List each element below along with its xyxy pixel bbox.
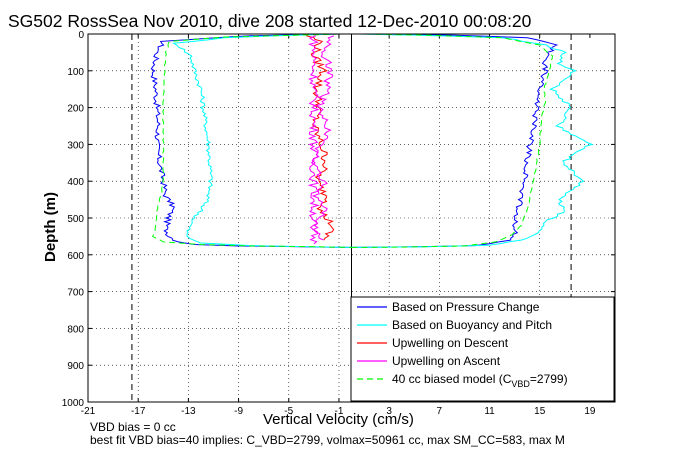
x-tick-label: -1 [334,406,343,417]
y-tick-labels: 0 100 200 300 400 500 600 700 800 900 1000 [62,30,85,409]
y-tick-label: 300 [67,140,84,151]
series-line-upwelling-on-descent-descent [306,35,335,241]
y-axis-label: Depth (m) [42,192,59,262]
legend-label: Based on Pressure Change [392,300,540,314]
x-tick-label: 19 [584,406,596,417]
x-tick-label: -13 [181,406,196,417]
y-tick-label: 100 [67,67,84,78]
x-tick-labels: -21 -17 -13 -9 -5 -1 3 7 11 15 19 [81,406,596,417]
series-line-upwelling-on-ascent-descent [307,33,320,245]
legend-box [350,296,615,402]
x-tick-label: 15 [534,406,546,417]
x-tick-label: 3 [386,406,392,417]
series-line-based-on-pressure-change-ascent [351,33,559,248]
footer-line-1: VBD bias = 0 cc [90,420,176,434]
series-line-based-on-buoyancy-and-pitch-descent [172,33,352,248]
series-line-40-cc-biased-model-c-vbd-2799-ascent [351,33,554,248]
x-tick-label: -17 [131,406,146,417]
y-tick-label: 400 [67,177,84,188]
legend-label: Based on Buoyancy and Pitch [392,318,552,332]
y-tick-label: 900 [67,361,84,372]
series-line-based-on-pressure-change-descent [150,33,352,248]
y-tick-label: 1000 [62,398,85,409]
legend-label: Upwelling on Ascent [392,354,501,368]
chart-title: SG502 RossSea Nov 2010, dive 208 started… [8,11,532,31]
footer-line-2: best fit VBD bias=40 implies: C_VBD=2799… [90,433,565,447]
y-tick-label: 200 [67,104,84,115]
y-tick-label: 0 [78,30,84,41]
series-line-based-on-buoyancy-and-pitch-ascent [351,33,594,248]
series-line-40-cc-biased-model-c-vbd-2799-descent [152,33,352,248]
y-tick-label: 800 [67,324,84,335]
x-tick-label: -21 [81,406,96,417]
x-tick-label: -5 [284,406,293,417]
legend: Based on Pressure Change Based on Buoyanc… [350,296,615,402]
legend-label: Upwelling on Descent [392,336,509,350]
x-axis-label: Vertical Velocity (cm/s) [263,411,414,428]
y-tick-label: 600 [67,251,84,262]
x-tick-label: 11 [484,406,495,417]
series-line-upwelling-on-ascent-ascent [309,35,335,241]
series-layer [150,33,594,248]
grid-lines [87,33,615,403]
y-tick-label: 500 [67,214,84,225]
y-tick-label: 700 [67,288,84,299]
x-tick-label: -9 [234,406,243,417]
x-tick-label: 7 [437,406,443,417]
axes-box [87,33,616,403]
